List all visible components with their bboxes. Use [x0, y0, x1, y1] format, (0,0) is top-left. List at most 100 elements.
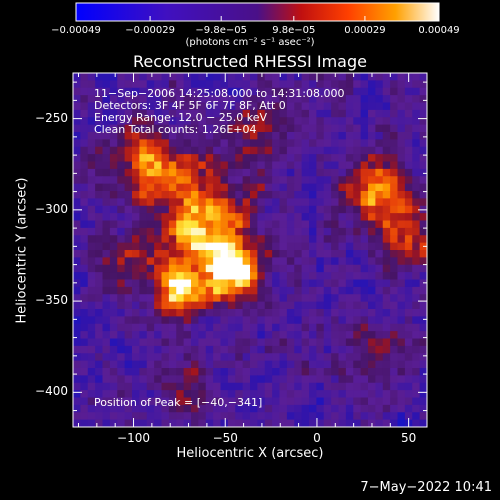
heatmap-cell — [183, 102, 192, 111]
heatmap-cell — [412, 102, 421, 111]
heatmap-cell — [183, 316, 192, 325]
heatmap-cell — [294, 323, 303, 332]
heatmap-cell — [154, 286, 162, 295]
heatmap-cell — [331, 338, 339, 347]
heatmap-cell — [235, 198, 244, 207]
heatmap-cell — [279, 309, 288, 317]
heatmap-cell — [257, 323, 266, 332]
heatmap-cell — [235, 220, 244, 229]
heatmap-cell — [87, 279, 96, 288]
heatmap-cell — [338, 87, 347, 96]
heatmap-cell — [168, 375, 177, 384]
heatmap-cell — [323, 323, 332, 332]
heatmap-cell — [316, 338, 325, 347]
heatmap-cell — [146, 205, 155, 214]
heatmap-cell — [397, 390, 406, 398]
heatmap-cell — [87, 213, 96, 221]
heatmap-cell — [404, 397, 413, 406]
heatmap-cell — [176, 168, 185, 177]
heatmap-cell — [375, 213, 384, 221]
heatmap-cell — [95, 80, 103, 89]
heatmap-cell — [87, 301, 96, 310]
heatmap-cell — [257, 132, 266, 140]
heatmap-cell — [397, 382, 406, 391]
heatmap-cell — [124, 360, 133, 369]
heatmap-cell — [360, 95, 369, 103]
heatmap-cell — [168, 412, 177, 421]
heatmap-cell — [257, 220, 266, 229]
heatmap-cell — [272, 353, 280, 362]
heatmap-cell — [227, 220, 236, 229]
heatmap-cell — [205, 132, 214, 140]
heatmap-cell — [117, 87, 126, 96]
heatmap-cell — [301, 286, 310, 295]
heatmap-cell — [220, 176, 229, 185]
heatmap-cell — [294, 404, 303, 413]
heatmap-cell — [220, 213, 229, 221]
heatmap-cell — [191, 161, 199, 170]
heatmap-cell — [205, 419, 214, 428]
heatmap-cell — [360, 309, 369, 317]
heatmap-cell — [331, 161, 339, 170]
heatmap-cell — [257, 117, 266, 126]
heatmap-cell — [404, 286, 413, 295]
heatmap-cell — [205, 404, 214, 413]
heatmap-cell — [323, 390, 332, 398]
heatmap-cell — [390, 176, 398, 185]
heatmap-cell — [95, 95, 103, 103]
heatmap-cell — [132, 301, 140, 310]
heatmap-cell — [368, 309, 376, 317]
heatmap-cell — [250, 353, 258, 362]
heatmap-cell — [294, 161, 303, 170]
heatmap-cell — [132, 272, 140, 280]
heatmap-cell — [87, 375, 96, 384]
heatmap-cell — [404, 80, 413, 89]
heatmap-cell — [257, 375, 266, 384]
heatmap-cell — [264, 117, 273, 126]
heatmap-cell — [198, 154, 207, 162]
heatmap-cell — [272, 95, 280, 103]
heatmap-cell — [183, 168, 192, 177]
annotation-time: 11−Sep−2006 14:25:08.000 to 14:31:08.000 — [94, 87, 345, 100]
heatmap-cell — [360, 168, 369, 177]
heatmap-cell — [191, 309, 199, 317]
heatmap-cell — [323, 235, 332, 244]
heatmap-cell — [109, 412, 118, 421]
heatmap-cell — [220, 73, 229, 81]
heatmap-cell — [286, 205, 295, 214]
heatmap-cell — [368, 183, 376, 192]
heatmap-cell — [213, 338, 221, 347]
heatmap-cell — [404, 301, 413, 310]
heatmap-cell — [279, 191, 288, 199]
heatmap-cell — [213, 117, 221, 126]
heatmap-cell — [117, 176, 126, 185]
heatmap-cell — [124, 198, 133, 207]
heatmap-cell — [191, 73, 199, 81]
heatmap-cell — [109, 272, 118, 280]
heatmap-cell — [250, 390, 258, 398]
heatmap-cell — [375, 397, 384, 406]
heatmap-cell — [382, 257, 391, 266]
heatmap-cell — [264, 345, 273, 354]
heatmap-cell — [264, 161, 273, 170]
heatmap-cell — [124, 397, 133, 406]
heatmap-cell — [419, 117, 428, 126]
heatmap-cell — [242, 124, 251, 133]
heatmap-cell — [375, 109, 384, 118]
heatmap-cell — [279, 220, 288, 229]
heatmap-cell — [176, 87, 185, 96]
heatmap-cell — [124, 264, 133, 273]
heatmap-cell — [109, 183, 118, 192]
heatmap-cell — [301, 139, 310, 148]
heatmap-cell — [80, 368, 89, 376]
heatmap-cell — [316, 132, 325, 140]
heatmap-cell — [139, 168, 148, 177]
heatmap-cell — [183, 161, 192, 170]
timestamp: 7−May−2022 10:41 — [360, 480, 492, 495]
heatmap-cell — [309, 154, 317, 162]
heatmap-cell — [390, 412, 398, 421]
heatmap-cell — [87, 390, 96, 398]
heatmap-cell — [205, 257, 214, 266]
heatmap-cell — [375, 95, 384, 103]
heatmap-cell — [360, 161, 369, 170]
